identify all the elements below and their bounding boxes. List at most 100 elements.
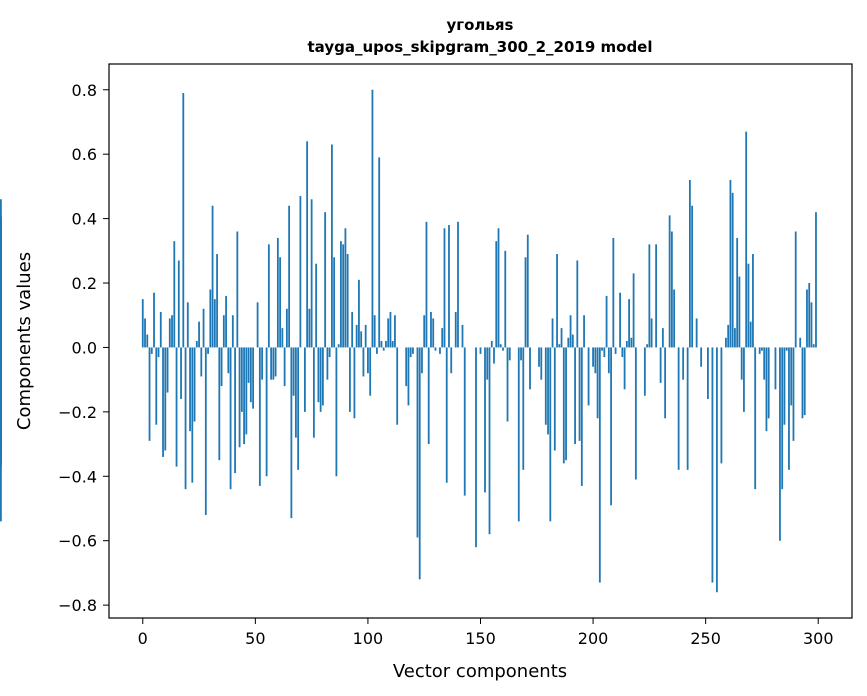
bar-component-53 — [261, 347, 263, 380]
y-tick-label: 0.8 — [72, 81, 97, 100]
bar-component-28 — [204, 347, 207, 515]
bar-component-127 — [427, 347, 430, 445]
x-axis-ticks: 0 50 100 150 200 250 300 — [138, 618, 834, 648]
bar-component-35 — [220, 347, 223, 387]
bar-component-90 — [344, 228, 347, 348]
bar-component-269 — [747, 263, 750, 348]
bar-component-98 — [362, 347, 365, 377]
bar-component-219 — [634, 347, 637, 480]
bar-component-48 — [249, 347, 252, 403]
y-tick-label: −0.4 — [58, 467, 97, 486]
bar-component-137 — [450, 347, 453, 374]
y-tick-label: −0.8 — [58, 596, 97, 615]
bar-component-224 — [646, 344, 649, 348]
bar-component-202 — [596, 347, 599, 419]
bar-component-156 — [493, 347, 495, 364]
bar-component-39 — [229, 347, 232, 490]
bar-component-95 — [355, 324, 358, 348]
bar-component-267 — [743, 347, 745, 412]
bar-component-70 — [299, 196, 302, 348]
bar-component-192 — [574, 347, 576, 445]
bar-component-223 — [643, 347, 646, 396]
bar-component-31 — [211, 205, 214, 348]
bar-component-89 — [342, 244, 345, 348]
bar-component-205 — [603, 347, 606, 358]
bar-component-2 — [146, 334, 149, 348]
bar-component-100 — [367, 347, 369, 374]
bar-component-155 — [490, 341, 493, 348]
bar-component-234 — [668, 215, 671, 348]
bar-component-78 — [317, 347, 320, 403]
bar-component-218 — [632, 273, 635, 348]
bar-component-158 — [497, 228, 500, 348]
bar-component-72 — [303, 347, 306, 412]
bar-component-66 — [290, 347, 293, 519]
bar-component-124 — [421, 347, 423, 374]
bar-component-79 — [319, 347, 322, 412]
bar-component-109 — [387, 318, 390, 348]
bar-component-283 — [779, 347, 781, 541]
bar-component-undefined — [0, 347, 2, 464]
bar-component-170 — [524, 257, 527, 348]
bar-component-38 — [227, 347, 230, 374]
bar-component-108 — [385, 341, 387, 348]
bar-component-159 — [499, 344, 502, 348]
bar-component-185 — [558, 344, 561, 348]
bar-component-101 — [369, 347, 372, 396]
bar-component-32 — [213, 299, 216, 348]
bar-component-181 — [549, 347, 552, 522]
bar-component-118 — [407, 347, 410, 406]
bar-component-106 — [380, 341, 383, 348]
bar-component-288 — [790, 347, 793, 406]
bar-component-294 — [803, 347, 806, 416]
bar-component-271 — [752, 254, 754, 348]
bar-component-187 — [562, 347, 565, 464]
bar-component-92 — [349, 347, 351, 412]
chart-title-line2: tayga_upos_skipgram_300_2_2019 model — [308, 38, 653, 56]
bar-component-139 — [454, 312, 457, 348]
bar-component-42 — [236, 231, 239, 348]
bar-component-204 — [601, 347, 603, 351]
bar-component-57 — [270, 347, 273, 380]
bar-component-36 — [222, 315, 225, 348]
bar-component-167 — [517, 347, 520, 522]
bar-component-207 — [607, 347, 610, 374]
bar-component-128 — [430, 312, 432, 348]
bar-component-154 — [488, 347, 491, 535]
bar-component-87 — [337, 344, 340, 348]
bar-component-19 — [184, 347, 187, 490]
bar-component-111 — [391, 341, 394, 348]
bar-component-122 — [416, 347, 419, 538]
bar-component-46 — [245, 347, 248, 435]
y-tick-label: −0.2 — [58, 403, 97, 422]
bar-component-244 — [691, 205, 694, 348]
bar-component-103 — [373, 315, 376, 348]
bar-component-140 — [457, 221, 459, 348]
bar-component-242 — [686, 347, 689, 470]
bar-component-176 — [538, 347, 540, 367]
bar-component-189 — [567, 337, 570, 348]
bar-component-285 — [783, 347, 786, 425]
bar-component-88 — [340, 241, 342, 348]
bar-component-13 — [171, 315, 173, 348]
bar-component-226 — [650, 318, 653, 348]
bar-component-209 — [612, 237, 615, 348]
bar-component-295 — [806, 289, 808, 348]
bar-component-1 — [144, 318, 146, 348]
bar-component-240 — [682, 347, 685, 380]
bar-component-97 — [360, 331, 363, 348]
bar-component-8 — [159, 312, 162, 348]
bar-component-73 — [306, 141, 309, 348]
bar-component-80 — [321, 347, 324, 406]
bar-component-85 — [333, 257, 336, 348]
bar-component-130 — [434, 347, 437, 351]
bar-component-62 — [281, 328, 284, 348]
bar-component-196 — [583, 315, 585, 348]
bar-component-undefined — [0, 215, 2, 348]
bar-component-81 — [324, 212, 327, 348]
bar-component-232 — [664, 347, 667, 419]
bar-component-184 — [556, 254, 558, 348]
bar-series — [0, 89, 817, 593]
bar-component-150 — [479, 347, 482, 354]
x-tick-label: 0 — [138, 629, 148, 648]
